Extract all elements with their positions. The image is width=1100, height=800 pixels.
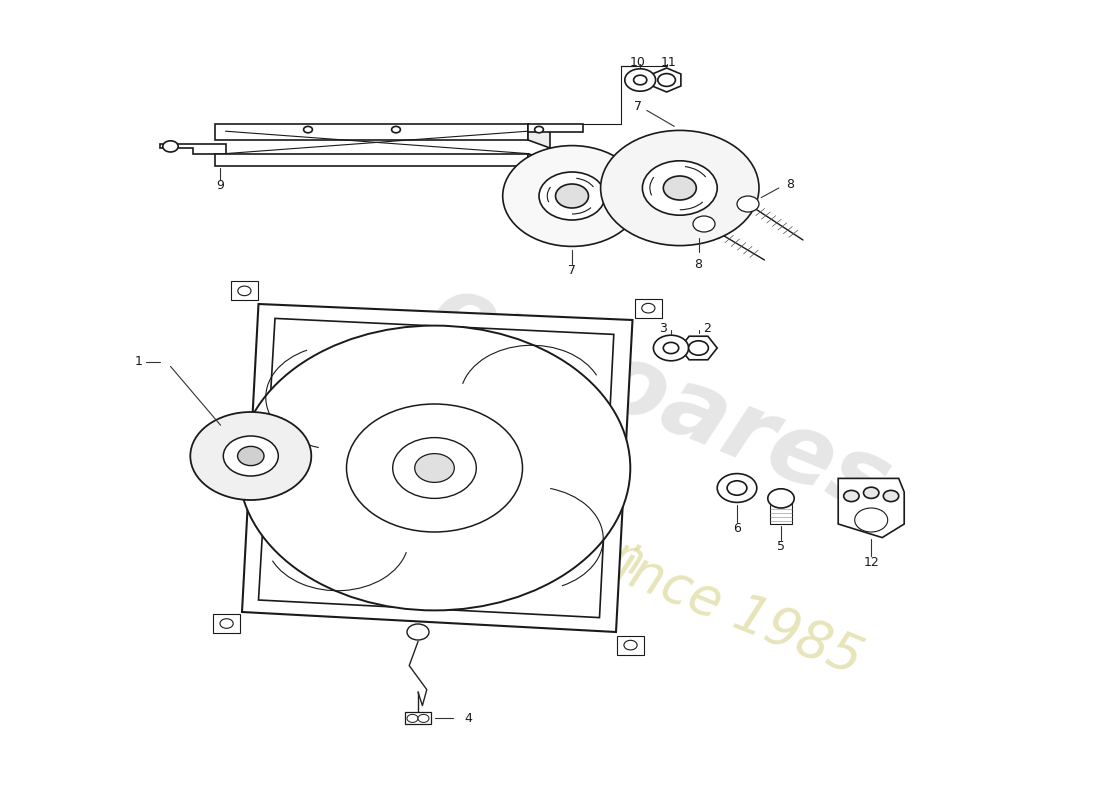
- Circle shape: [727, 481, 747, 495]
- Circle shape: [883, 490, 899, 502]
- Circle shape: [844, 490, 859, 502]
- Polygon shape: [202, 438, 243, 479]
- Circle shape: [689, 341, 708, 355]
- Circle shape: [190, 412, 311, 500]
- Circle shape: [653, 335, 689, 361]
- Text: 10: 10: [630, 56, 646, 69]
- Circle shape: [768, 489, 794, 508]
- Text: 9: 9: [216, 179, 224, 192]
- Text: 12: 12: [864, 556, 879, 569]
- Polygon shape: [214, 154, 528, 166]
- Polygon shape: [231, 282, 257, 301]
- Circle shape: [238, 446, 264, 466]
- Circle shape: [407, 714, 418, 722]
- Polygon shape: [528, 124, 550, 148]
- Polygon shape: [770, 498, 792, 524]
- Polygon shape: [242, 304, 632, 632]
- Circle shape: [346, 404, 522, 532]
- Circle shape: [634, 75, 647, 85]
- Polygon shape: [405, 712, 431, 724]
- Circle shape: [737, 196, 759, 212]
- Circle shape: [223, 436, 278, 476]
- Circle shape: [239, 326, 630, 610]
- Circle shape: [392, 126, 400, 133]
- Circle shape: [535, 126, 543, 133]
- Circle shape: [163, 141, 178, 152]
- Circle shape: [864, 487, 879, 498]
- Text: 11: 11: [661, 56, 676, 69]
- Circle shape: [855, 508, 888, 532]
- Polygon shape: [838, 478, 904, 538]
- Circle shape: [503, 146, 641, 246]
- Circle shape: [238, 286, 251, 296]
- Circle shape: [393, 438, 476, 498]
- Polygon shape: [258, 318, 614, 618]
- Text: 3: 3: [659, 322, 667, 334]
- Circle shape: [415, 454, 454, 482]
- Text: 5: 5: [777, 540, 785, 553]
- Circle shape: [418, 714, 429, 722]
- Circle shape: [601, 130, 759, 246]
- Circle shape: [663, 342, 679, 354]
- Circle shape: [220, 618, 233, 628]
- Text: 4: 4: [464, 712, 472, 725]
- Circle shape: [407, 624, 429, 640]
- Circle shape: [625, 69, 656, 91]
- Text: since 1985: since 1985: [583, 530, 869, 686]
- Text: euroares: euroares: [417, 266, 903, 534]
- Text: 8: 8: [786, 178, 794, 190]
- Circle shape: [304, 126, 312, 133]
- Polygon shape: [246, 416, 285, 454]
- Text: 7: 7: [634, 100, 642, 113]
- Polygon shape: [635, 298, 661, 318]
- Polygon shape: [160, 144, 226, 154]
- Text: 1: 1: [135, 355, 143, 368]
- Circle shape: [717, 474, 757, 502]
- Polygon shape: [214, 124, 528, 140]
- Polygon shape: [528, 154, 550, 174]
- Polygon shape: [213, 614, 240, 633]
- Polygon shape: [240, 460, 301, 486]
- Polygon shape: [617, 635, 643, 654]
- Circle shape: [663, 176, 696, 200]
- Text: 7: 7: [568, 264, 576, 277]
- Circle shape: [556, 184, 588, 208]
- Text: 8: 8: [694, 258, 703, 270]
- Text: 6: 6: [733, 522, 741, 535]
- Circle shape: [539, 172, 605, 220]
- Circle shape: [624, 640, 637, 650]
- Text: a pasion: a pasion: [449, 470, 651, 586]
- Circle shape: [641, 303, 654, 313]
- Circle shape: [658, 74, 675, 86]
- Polygon shape: [652, 68, 681, 92]
- Circle shape: [693, 216, 715, 232]
- Text: 2: 2: [703, 322, 711, 334]
- Polygon shape: [680, 336, 717, 360]
- Polygon shape: [528, 124, 583, 132]
- Circle shape: [642, 161, 717, 215]
